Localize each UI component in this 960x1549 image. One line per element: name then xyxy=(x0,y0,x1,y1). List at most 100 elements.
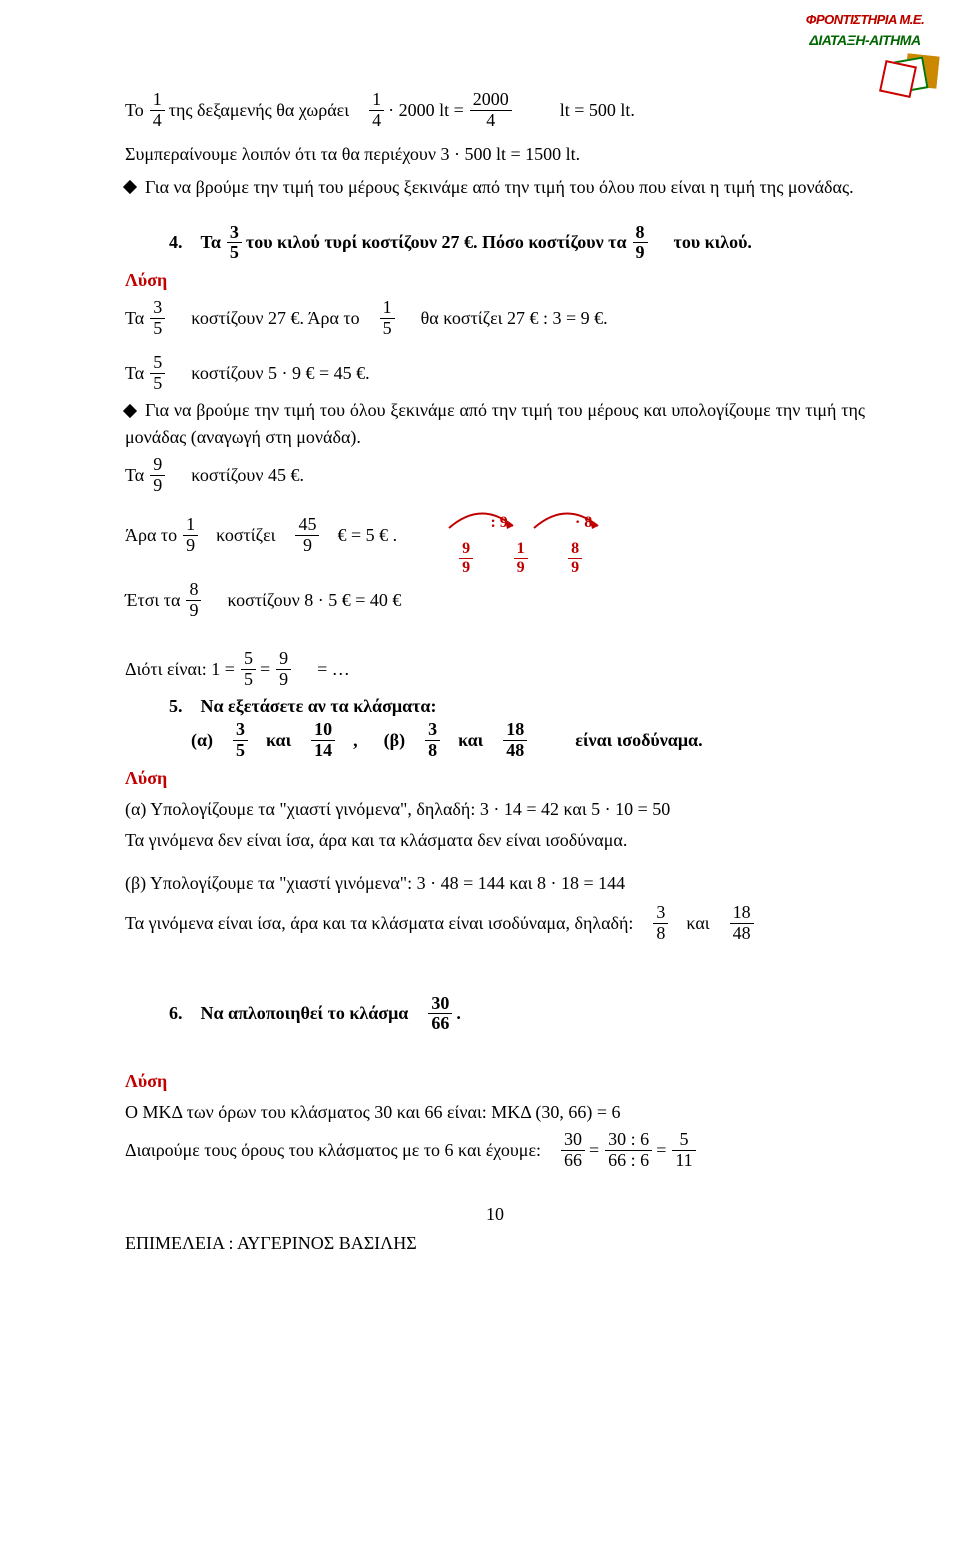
fraction: 30 : 666 : 6 xyxy=(605,1130,652,1171)
text: (α) xyxy=(191,727,213,754)
q5-num: 5. xyxy=(169,693,183,720)
bullet-diamond-icon xyxy=(123,404,137,418)
solution-label: Λύση xyxy=(125,1068,865,1095)
logo-block: ΦΡΟΝΤΙΣΤΗΡΙΑ Μ.Ε. ΔΙΑΤΑΞΗ-ΑΙΤΗΜΑ xyxy=(790,10,940,93)
line-6: Τα 55 κοστίζουν 5 · 9 € = 45 €. xyxy=(125,353,865,394)
bullet-diamond-icon xyxy=(123,180,137,194)
fraction: 35 xyxy=(227,223,242,264)
text: Το xyxy=(125,97,144,124)
question-4: 4. Τα 35 του κιλού τυρί κοστίζουν 27 €. … xyxy=(125,223,865,264)
sol-b-1: (β) Υπολογίζουμε τα "χιαστί γινόμενα": 3… xyxy=(125,870,865,897)
fraction: 14 xyxy=(150,90,165,131)
text: = … xyxy=(317,656,350,683)
sol6-1: Ο ΜΚΔ των όρων του κλάσματος 30 και 66 ε… xyxy=(125,1099,865,1126)
line-7: Για να βρούμε την τιμή του όλου ξεκινάμε… xyxy=(125,397,865,451)
text: = xyxy=(656,1137,666,1164)
sol6-2: Διαιρούμε τους όρους του κλάσματος με το… xyxy=(125,1130,865,1171)
text: θα κοστίζει 27 € : 3 = 9 €. xyxy=(421,305,608,332)
text: lt = 500 lt. xyxy=(560,97,635,124)
text: € = 5 € . xyxy=(337,522,397,549)
line-5: Τα 35 κοστίζουν 27 €. Άρα το 15 θα κοστί… xyxy=(125,298,865,339)
fraction: 1848 xyxy=(503,720,527,761)
arrow-label: : 9 xyxy=(459,511,539,535)
line-8: Τα 99 κοστίζουν 45 €. xyxy=(125,455,865,496)
text: κοστίζουν 27 €. Άρα το xyxy=(191,305,359,332)
footer-credit: ΕΠΙΜΕΛΕΙΑ : ΑΥΓΕΡΙΝΟΣ ΒΑΣΙΛΗΣ xyxy=(125,1230,865,1257)
text: , xyxy=(353,727,358,754)
text: Να εξετάσετε αν τα κλάσματα: xyxy=(201,693,437,720)
line-9: Άρα το 19 κοστίζει 459 € = 5 € . xyxy=(125,500,865,570)
text: του κιλού τυρί κοστίζουν 27 €. Πόσο κοστ… xyxy=(246,229,627,256)
text: Τα xyxy=(125,360,144,387)
fraction: 511 xyxy=(672,1130,695,1171)
fraction: 38 xyxy=(425,720,440,761)
text: · 2000 lt = xyxy=(388,97,464,124)
text: Διότι είναι: 1 = xyxy=(125,656,235,683)
text: κοστίζουν 8 · 5 € = 40 € xyxy=(227,587,401,614)
question-6: 6. Να απλοποιηθεί το κλάσμα 3066 . xyxy=(125,994,865,1035)
text: Έτσι τα xyxy=(125,587,180,614)
text: της δεξαμενής θα χωράει xyxy=(169,97,349,124)
fraction: 15 xyxy=(380,298,395,339)
sol-a-2: Τα γινόμενα δεν είναι ίσα, άρα και τα κλ… xyxy=(125,827,865,854)
fraction: 35 xyxy=(150,298,165,339)
fraction: 55 xyxy=(150,353,165,394)
fraction: 89 xyxy=(568,540,582,576)
text: = xyxy=(260,656,270,683)
arrow-label: · 8 xyxy=(544,511,624,535)
fraction: 459 xyxy=(295,515,319,556)
fraction: 3066 xyxy=(428,994,452,1035)
q4-num: 4. xyxy=(169,229,183,256)
question-5-b: (α) 35 και 1014 , (β) 38 και 1848 είναι … xyxy=(125,720,865,761)
arrow-diagram: : 9 · 8 99 19 89 xyxy=(441,506,606,576)
text: και xyxy=(686,910,709,937)
fraction: 99 xyxy=(459,540,473,576)
page: ΦΡΟΝΤΙΣΤΗΡΙΑ Μ.Ε. ΔΙΑΤΑΞΗ-ΑΙΤΗΜΑ Το 14 τ… xyxy=(0,0,960,1287)
text: Άρα το xyxy=(125,522,177,549)
line-2: Συμπεραίνουμε λοιπόν ότι τα θα περιέχουν… xyxy=(125,141,865,168)
line-10: Έτσι τα 89 κοστίζουν 8 · 5 € = 40 € xyxy=(125,580,865,621)
page-number: 10 xyxy=(125,1201,865,1228)
text: του κιλού. xyxy=(674,229,752,256)
text: και xyxy=(458,727,483,754)
fraction: 89 xyxy=(633,223,648,264)
sol-b-2: Τα γινόμενα είναι ίσα, άρα και τα κλάσμα… xyxy=(125,903,865,944)
text: Τα xyxy=(125,462,144,489)
logo-title: ΦΡΟΝΤΙΣΤΗΡΙΑ Μ.Ε. xyxy=(790,10,940,30)
fraction: 99 xyxy=(276,649,291,690)
fraction: 55 xyxy=(241,649,256,690)
logo-subtitle: ΔΙΑΤΑΞΗ-ΑΙΤΗΜΑ xyxy=(790,30,940,51)
text: Να απλοποιηθεί το κλάσμα xyxy=(201,1000,409,1027)
fraction: 1848 xyxy=(730,903,754,944)
text: Τα xyxy=(201,229,221,256)
fraction: 19 xyxy=(183,515,198,556)
fraction: 99 xyxy=(150,455,165,496)
fraction: 1014 xyxy=(311,720,335,761)
text: Τα γινόμενα είναι ίσα, άρα και τα κλάσμα… xyxy=(125,910,633,937)
text: και xyxy=(266,727,291,754)
fraction: 3066 xyxy=(561,1130,585,1171)
q6-num: 6. xyxy=(169,1000,183,1027)
text: (β) xyxy=(384,727,405,754)
solution-label: Λύση xyxy=(125,765,865,792)
sol-a-1: (α) Υπολογίζουμε τα "χιαστί γινόμενα", δ… xyxy=(125,796,865,823)
text: κοστίζει xyxy=(216,522,275,549)
solution-label: Λύση xyxy=(125,267,865,294)
fraction: 19 xyxy=(514,540,528,576)
line-3: Για να βρούμε την τιμή του μέρους ξεκινά… xyxy=(125,174,865,201)
question-5: 5. Να εξετάσετε αν τα κλάσματα: xyxy=(125,693,865,720)
text: Διαιρούμε τους όρους του κλάσματος με το… xyxy=(125,1137,541,1164)
logo-shapes-icon xyxy=(790,53,940,93)
line-1: Το 14 της δεξαμενής θα χωράει 14 · 2000 … xyxy=(125,90,865,131)
fraction: 14 xyxy=(369,90,384,131)
fraction: 35 xyxy=(233,720,248,761)
text: Τα xyxy=(125,305,144,332)
fraction: 38 xyxy=(653,903,668,944)
text: είναι ισοδύναμα. xyxy=(575,727,702,754)
text: κοστίζουν 5 · 9 € = 45 €. xyxy=(191,360,369,387)
text: = xyxy=(589,1137,599,1164)
fraction: 89 xyxy=(186,580,201,621)
line-11: Διότι είναι: 1 = 55 = 99 = … xyxy=(125,649,865,690)
fraction: 20004 xyxy=(470,90,512,131)
text: κοστίζουν 45 €. xyxy=(191,462,304,489)
